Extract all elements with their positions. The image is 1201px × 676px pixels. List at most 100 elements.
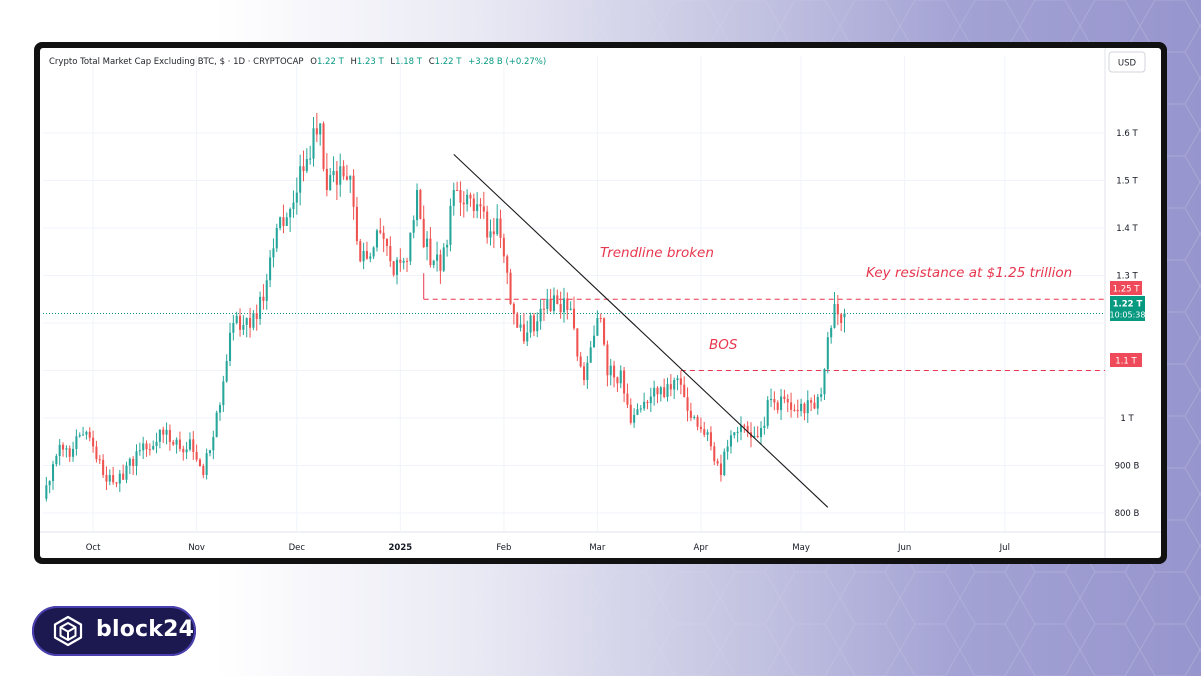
candle-body <box>556 295 559 304</box>
candle-body <box>168 429 171 442</box>
candle-body <box>145 443 148 450</box>
current-price-tag <box>1110 296 1145 321</box>
candle <box>546 288 549 314</box>
candle <box>562 287 566 323</box>
candle-body <box>843 313 846 318</box>
candle-body <box>522 324 525 342</box>
candle-body <box>349 175 352 180</box>
candle-body <box>142 443 145 451</box>
candle <box>285 212 288 227</box>
candle <box>442 243 445 273</box>
bos-price-label: 1.1 T <box>1115 357 1137 367</box>
candle <box>55 453 58 467</box>
candle <box>58 439 61 466</box>
candle <box>639 405 642 413</box>
candlestick-chart[interactable]: 1.6 T 1.5 T 1.4 T 1.3 T 1 T 900 B 800 B Oct Nov D… <box>40 48 1161 558</box>
candle <box>299 154 302 206</box>
candle <box>72 441 75 462</box>
candle-body <box>355 206 358 242</box>
candle <box>302 150 305 182</box>
candle-body <box>51 464 55 482</box>
candle-body <box>472 198 475 211</box>
candle <box>112 466 115 485</box>
candle <box>215 410 218 438</box>
candle <box>803 402 806 421</box>
candle-body <box>58 444 61 456</box>
candle-body <box>559 304 562 313</box>
trendline-annotation: Trendline broken <box>600 245 714 261</box>
candle-body <box>673 380 676 390</box>
candle <box>48 480 51 494</box>
candle-body <box>466 194 469 205</box>
candle-body <box>803 403 806 414</box>
candle <box>696 414 699 431</box>
candle <box>379 218 382 235</box>
candle-body <box>459 190 462 203</box>
resistance-price-tag <box>1110 281 1142 295</box>
candle-body <box>770 399 773 401</box>
candle <box>509 268 512 305</box>
candle <box>683 376 686 398</box>
candle-body <box>816 396 819 409</box>
candle-body <box>382 232 385 239</box>
candle-body <box>325 168 328 190</box>
candle <box>255 304 258 331</box>
candle-body <box>800 403 803 412</box>
candle-body <box>773 399 776 403</box>
candle <box>188 432 191 452</box>
candle <box>776 400 779 414</box>
candle-body <box>646 401 649 404</box>
candle-body <box>85 431 88 435</box>
candle <box>165 422 168 445</box>
candle-body <box>743 425 746 427</box>
currency-button[interactable] <box>1108 51 1146 73</box>
logo-text: block24 <box>96 617 195 642</box>
candle-body <box>649 396 652 404</box>
candle <box>693 415 696 420</box>
candle-body <box>359 241 362 262</box>
candle <box>125 461 128 484</box>
candle-body <box>593 335 596 348</box>
candle <box>502 233 505 263</box>
candle-body <box>299 166 302 193</box>
candle <box>329 168 332 191</box>
candle-body <box>469 194 472 199</box>
candle <box>198 458 201 467</box>
candle-body <box>786 399 789 403</box>
candle <box>826 331 829 374</box>
candle-body <box>432 260 435 266</box>
candle <box>429 227 432 268</box>
candle <box>706 429 709 442</box>
candle-body <box>506 256 509 273</box>
candle-body <box>62 444 65 450</box>
candle <box>739 416 743 441</box>
candle-body <box>309 158 312 160</box>
candle-body <box>249 317 252 328</box>
candle <box>796 399 799 418</box>
x-tick-label: Feb <box>496 543 511 553</box>
candle-body <box>379 230 382 233</box>
candle-body <box>405 260 409 262</box>
candle-body <box>245 317 248 325</box>
candle-body <box>392 261 395 275</box>
candle-body <box>479 204 482 207</box>
candle <box>452 182 455 216</box>
candle-body <box>659 387 662 395</box>
candle <box>556 289 559 305</box>
candle <box>609 358 612 386</box>
candle-body <box>122 473 125 480</box>
candle-body <box>840 314 843 323</box>
candle <box>395 256 399 285</box>
candle-body <box>579 356 582 367</box>
candle-body <box>282 217 285 226</box>
candle-body <box>582 366 586 380</box>
candle-body <box>486 211 489 238</box>
candle-body <box>512 304 515 314</box>
candle-body <box>315 128 318 135</box>
candle <box>472 193 475 219</box>
candle-body <box>783 396 786 399</box>
candle-body <box>75 436 78 449</box>
candle <box>259 291 262 325</box>
candle <box>275 223 278 253</box>
candle-body <box>329 175 332 190</box>
